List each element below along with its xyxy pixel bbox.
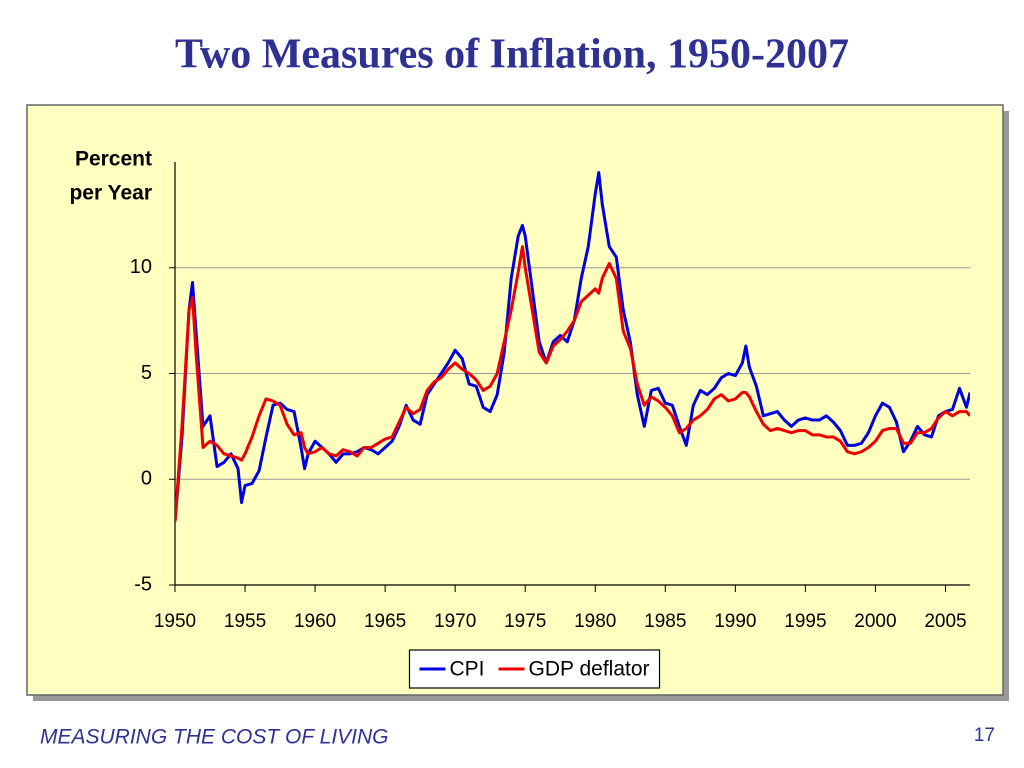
y-axis-label: Percent [75,148,152,171]
y-tick-label: 5 [141,362,152,384]
slide-title: Two Measures of Inflation, 1950-2007 [175,32,849,78]
legend-label: CPI [449,658,484,681]
footer-text: MEASURING THE COST OF LIVING [40,726,389,749]
y-axis-label: per Year [69,182,152,205]
chart-panel [26,104,1004,696]
y-tick-label: 10 [130,256,152,278]
y-tick-label: 0 [141,468,152,490]
legend-label: GDP deflator [529,658,650,681]
x-tick-label: 2000 [854,611,896,632]
legend-box [408,649,661,689]
x-tick-label: 2005 [924,611,966,632]
x-tick-label: 1995 [784,611,826,632]
page-number: 17 [974,725,995,746]
x-tick-label: 1985 [644,611,686,632]
x-tick-label: 1950 [154,611,196,632]
y-tick-label: -5 [134,573,152,595]
legend: CPI GDP deflator [408,649,661,689]
x-tick-label: 1965 [364,611,406,632]
x-tick-label: 1970 [434,611,476,632]
series-line [175,245,970,522]
x-tick-label: 1990 [714,611,756,632]
x-tick-label: 1975 [504,611,546,632]
x-tick-label: 1980 [574,611,616,632]
series-line [175,171,970,522]
x-tick-label: 1955 [224,611,266,632]
x-tick-label: 1960 [294,611,336,632]
